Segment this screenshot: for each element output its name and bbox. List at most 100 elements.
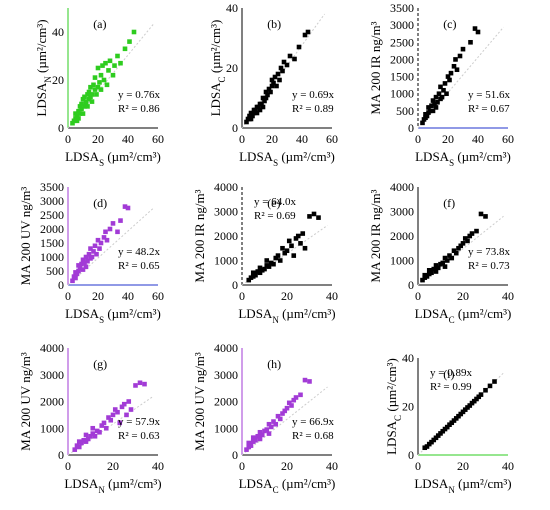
data-point xyxy=(115,409,120,415)
y-tick-label: 3000 xyxy=(214,205,238,219)
data-point xyxy=(269,83,275,89)
data-point xyxy=(85,92,90,97)
data-point xyxy=(420,120,425,126)
y-axis-label: MA 200 IR ng/m³ xyxy=(368,21,383,114)
data-point xyxy=(95,65,101,71)
data-point xyxy=(98,240,104,246)
data-point xyxy=(253,107,258,113)
data-point xyxy=(280,411,285,416)
y-tick-label: 0 xyxy=(408,278,414,292)
y-tick-label: 0 xyxy=(232,448,238,462)
fit-r2: R² = 0.67 xyxy=(468,103,510,115)
y-tick-label: 0 xyxy=(408,121,414,135)
data-point xyxy=(296,44,302,50)
data-point xyxy=(420,277,425,283)
fit-r2: R² = 0.69 xyxy=(254,210,296,222)
data-point xyxy=(293,395,299,400)
y-tick-label: 20 xyxy=(226,61,238,75)
x-axis-label: LDSAS (µm²/cm³) xyxy=(415,149,511,168)
data-point xyxy=(269,77,275,83)
panel-label: (a) xyxy=(93,17,106,31)
x-tick-label: 40 xyxy=(326,289,338,303)
panel-a: 0 20 40 60 0 20 40 (a) y = 0.76x R² = 0.86 LDSAS (… xyxy=(34,8,164,168)
data-point xyxy=(433,94,439,100)
data-point xyxy=(142,381,147,387)
data-point xyxy=(127,39,132,44)
data-point xyxy=(295,233,301,239)
data-point xyxy=(76,268,81,274)
data-point xyxy=(85,436,91,442)
data-point xyxy=(453,57,458,62)
fit-equation: y = 0.89x xyxy=(430,367,472,379)
data-point xyxy=(90,431,96,436)
panel-h: 0 20 40 0 1000 2000 3000 4000 (h) y = 66.9x R² = 0… xyxy=(192,341,338,495)
y-tick-label: 2000 xyxy=(214,229,238,243)
data-point xyxy=(262,266,267,272)
data-point xyxy=(442,255,448,261)
data-point xyxy=(131,29,137,35)
data-point xyxy=(246,277,252,283)
data-point xyxy=(117,420,123,426)
data-point xyxy=(457,53,463,59)
data-point xyxy=(118,218,123,223)
fit-r2: R² = 0.99 xyxy=(430,381,472,393)
data-point xyxy=(433,263,439,268)
y-axis-label: MA 200 IR ng/m³ xyxy=(192,189,207,282)
y-tick-label: 3000 xyxy=(390,205,414,219)
data-point xyxy=(95,84,101,90)
x-axis-label: LDSAS (µm²/cm³) xyxy=(65,306,161,325)
data-point xyxy=(91,82,96,88)
y-tick-label: 4000 xyxy=(214,341,238,355)
fit-equation: y = 73.8x xyxy=(468,246,510,258)
data-point xyxy=(72,447,78,452)
x-tick-label: 0 xyxy=(415,459,421,473)
data-point xyxy=(244,447,249,452)
data-point xyxy=(98,72,104,78)
data-point xyxy=(451,63,457,69)
y-tick-label: 4000 xyxy=(390,180,414,194)
panel-label: (c) xyxy=(443,17,456,31)
y-axis-label: LDSAC (µm²/cm³) xyxy=(208,20,227,117)
data-point xyxy=(263,89,269,95)
x-tick-label: 0 xyxy=(239,289,245,303)
panel-label: (e) xyxy=(267,196,280,210)
x-axis-label: LDSAS (µm²/cm³) xyxy=(239,149,335,168)
y-tick-label: 1000 xyxy=(214,254,238,268)
data-point xyxy=(286,400,292,406)
x-tick-label: 0 xyxy=(239,459,245,473)
data-point xyxy=(427,108,433,114)
data-point xyxy=(449,255,455,261)
data-point xyxy=(247,113,252,119)
data-point xyxy=(124,412,129,418)
data-point xyxy=(435,265,441,271)
data-point xyxy=(448,70,454,76)
y-tick-label: 3000 xyxy=(390,18,414,32)
data-point xyxy=(106,68,111,73)
data-point xyxy=(298,392,303,398)
y-tick-label: 2500 xyxy=(390,35,414,49)
data-point xyxy=(74,113,80,119)
y-tick-label: 1500 xyxy=(390,70,414,84)
data-point xyxy=(94,251,99,257)
data-point xyxy=(447,77,452,83)
data-point xyxy=(260,95,266,101)
data-point xyxy=(246,440,252,446)
data-point xyxy=(80,111,86,116)
data-point xyxy=(287,53,293,59)
data-point xyxy=(467,403,473,408)
data-point xyxy=(73,275,78,281)
data-point xyxy=(77,265,83,271)
y-axis-label: LDSAN (µm²/cm³) xyxy=(34,19,53,116)
data-point xyxy=(104,82,110,88)
data-point xyxy=(305,29,311,35)
x-axis-label: LDSAS (µm²/cm³) xyxy=(65,149,161,168)
data-point xyxy=(280,245,285,251)
data-point xyxy=(125,205,131,211)
y-tick-label: 0 xyxy=(58,448,64,462)
data-point xyxy=(76,263,81,268)
x-tick-label: 20 xyxy=(281,459,293,473)
data-point xyxy=(76,116,81,121)
data-point xyxy=(440,260,446,266)
x-tick-label: 20 xyxy=(457,289,469,303)
